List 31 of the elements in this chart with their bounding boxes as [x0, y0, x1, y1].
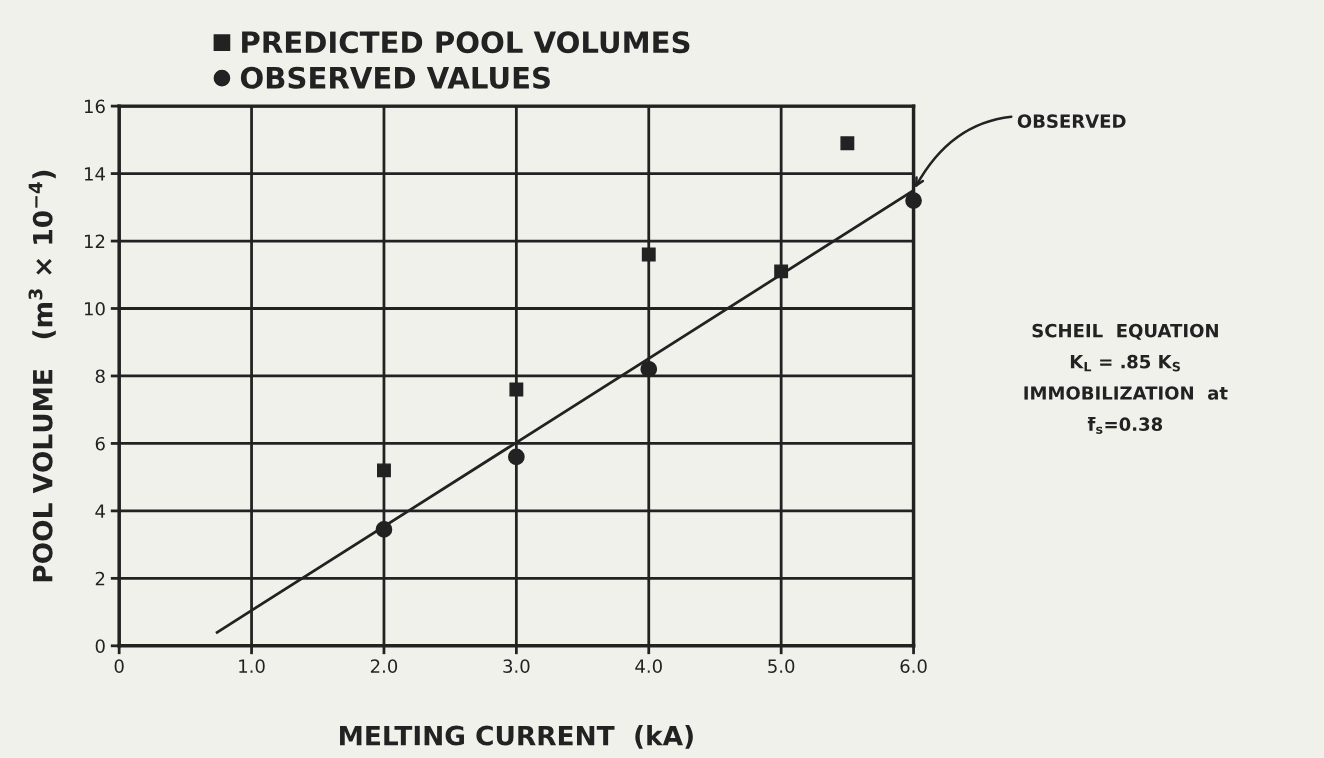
x-tick-label: 3.0: [503, 659, 530, 673]
y-tick-label: 12: [84, 234, 105, 248]
legend-label: PREDICTED POOL VOLUMES: [242, 31, 690, 54]
point: [375, 521, 393, 538]
point: [377, 463, 391, 478]
point: [641, 247, 656, 262]
y-tick-label: 16: [84, 99, 105, 114]
y-tick-label: 2: [95, 571, 105, 586]
y-tick-label: 6: [95, 436, 105, 451]
point: [640, 360, 658, 378]
y-tick-label: 8: [95, 369, 105, 384]
x-tick-label: 6.0: [900, 659, 927, 673]
point: [905, 192, 922, 209]
point: [508, 448, 525, 466]
text: SCHEIL EQUATION K$_{L}$ = .85 K$_{S}$ IMMOBILIZATION at f̄$_{s}$=0.38: [1024, 323, 1228, 434]
x-axis-title: MELTING CURRENT (kA): [340, 725, 693, 749]
y-axis-title: POOL VOLUME (m$^{3}$ × 10$^{−4}$): [28, 170, 56, 582]
legend-label: OBSERVED VALUES: [240, 66, 550, 89]
x-tick-label: 2.0: [370, 659, 398, 673]
y-tick-label: 10: [84, 301, 105, 316]
x-tick-label: 4.0: [635, 659, 662, 673]
annotation: OBSERVED: [1017, 114, 1126, 128]
x-tick-label: 5.0: [768, 659, 795, 673]
x-tick-label: 1.0: [239, 659, 265, 673]
y-tick-label: 4: [95, 504, 105, 518]
x-tick-label: 0: [114, 659, 124, 673]
point: [840, 136, 855, 151]
point: [509, 382, 524, 397]
y-tick-label: 0: [95, 639, 105, 653]
y-tick-label: 14: [84, 167, 105, 181]
point: [774, 264, 789, 279]
